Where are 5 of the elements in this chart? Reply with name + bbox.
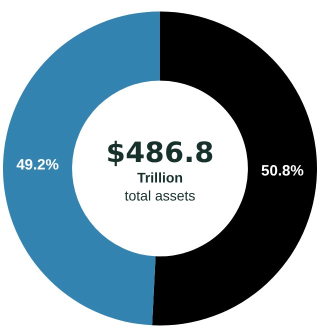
- text: total assets: [124, 187, 196, 204]
- data-label: 49.2%: [16, 156, 59, 174]
- text: Trillion: [137, 169, 183, 186]
- data-label: 50.8%: [261, 162, 304, 180]
- text: $486.8: [106, 136, 214, 169]
